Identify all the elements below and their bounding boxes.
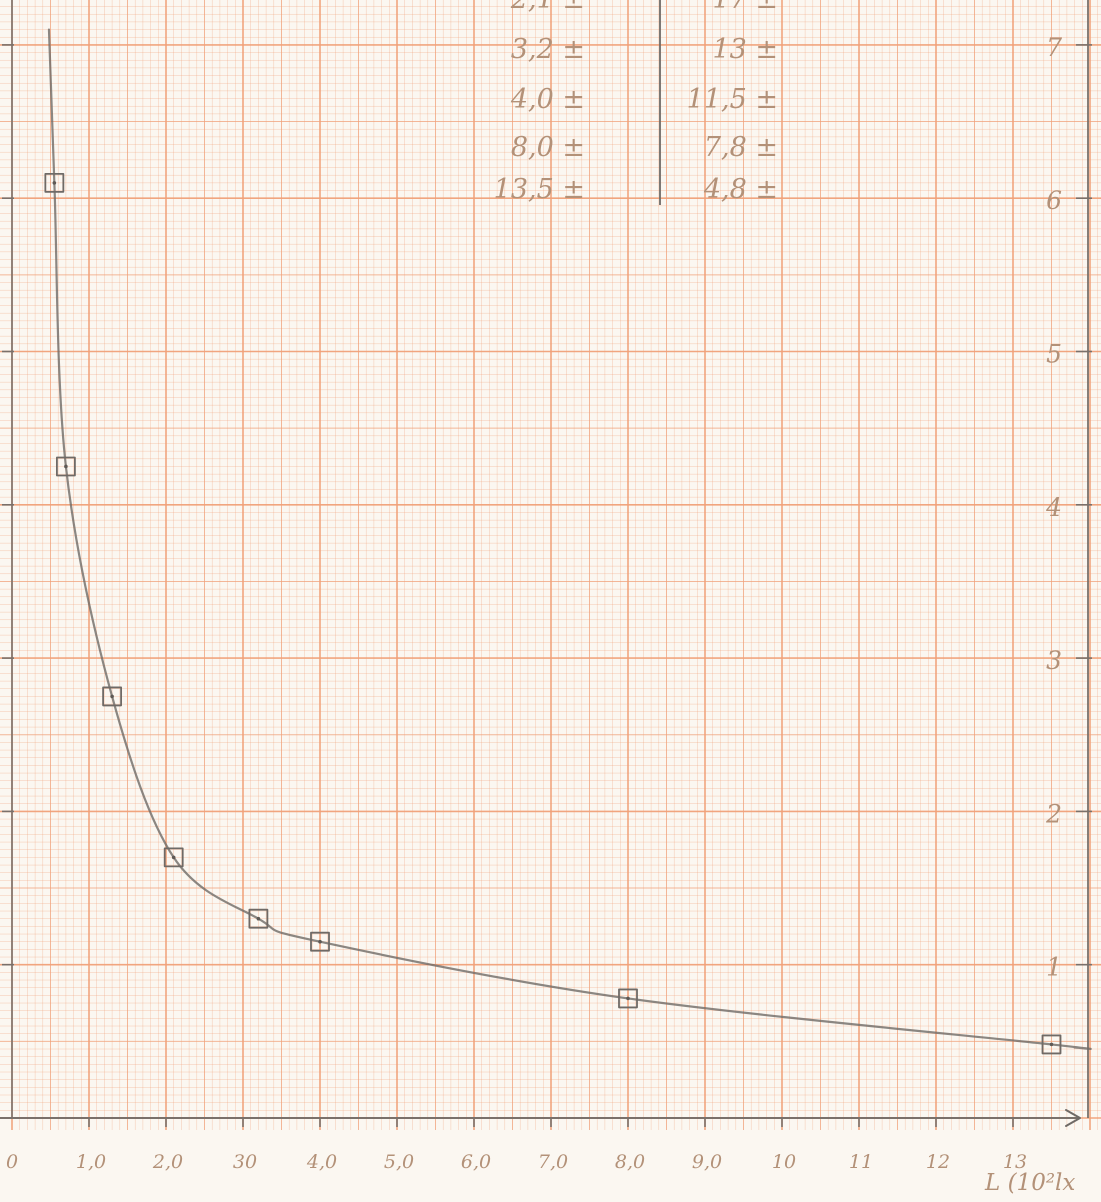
y-tick-labels: 1 2 3 4 5 6 7 (1045, 33, 1062, 982)
data-point-dot (318, 939, 322, 944)
data-point-dot (110, 694, 114, 699)
y-tick-label: 4 (1045, 493, 1062, 522)
fit-curve-line (47, 28, 1092, 1050)
x-tick-label: 6,0 (461, 1151, 491, 1173)
table-cell-left: 2,1 ± (510, 0, 585, 15)
data-point-dot (52, 181, 57, 185)
x-tick-label: 4,0 (306, 1151, 337, 1173)
data-point-marker (310, 931, 330, 952)
table-cell-left: 13,5 ± (494, 174, 585, 205)
data-point-marker (44, 172, 65, 193)
table-cell-right: 7,8 ± (704, 132, 778, 163)
data-point (56, 456, 76, 477)
table-cell-left: 4,0 ± (510, 84, 585, 115)
data-point-dot (171, 855, 176, 860)
data-point-marker (102, 686, 122, 707)
data-point (310, 931, 330, 952)
y-tick-label: 7 (1046, 33, 1062, 62)
data-point-dot (256, 916, 261, 921)
axes (0, 0, 1092, 1127)
table-cell-right: 17 ± (712, 0, 778, 15)
y-tick-label: 5 (1046, 340, 1062, 369)
data-point-marker (163, 847, 184, 868)
data-point-marker (248, 908, 269, 929)
x-tick-labels: 0 1,0 2,0 30 4,0 5,0 6,0 7,0 8,0 9,0 10 11 12 13 (6, 1151, 1027, 1173)
table-cell-right: 11,5 ± (687, 84, 778, 115)
y-tick-label: 6 (1046, 186, 1062, 215)
x-axis-label: L (10²lx (984, 1170, 1075, 1196)
x-tick-label: 2,0 (152, 1151, 183, 1173)
x-tick-label: 7,0 (538, 1151, 568, 1173)
x-tick-label: 8,0 (615, 1151, 645, 1173)
data-point (102, 686, 122, 707)
table-cell-right: 13 ± (712, 34, 778, 65)
x-axis-arrow (1065, 1109, 1081, 1127)
x-tick-label: 5,0 (384, 1151, 414, 1173)
x-tick-label: 10 (772, 1151, 796, 1173)
graph-paper-grid (0, 0, 1101, 1130)
x-tick-label: 9,0 (692, 1151, 722, 1173)
x-tick-label: 13 (1003, 1151, 1027, 1173)
data-point-marker (618, 988, 638, 1009)
x-tick-label: 30 (233, 1151, 257, 1173)
fit-curve (47, 28, 1092, 1050)
table-cell-right: 4,8 ± (703, 174, 778, 205)
data-point (44, 172, 65, 193)
table-cell-left: 8,0 ± (511, 132, 585, 163)
table-cell-left: 3,2 ± (511, 34, 585, 65)
y-tick-label: 2 (1045, 799, 1062, 828)
data-point-marker (1041, 1034, 1062, 1055)
data-point-dot (64, 464, 68, 469)
data-point (618, 988, 638, 1009)
data-point-dot (1049, 1042, 1054, 1047)
x-tick-label: 0 (6, 1151, 18, 1173)
data-point (163, 847, 184, 868)
y-tick-label: 3 (1046, 646, 1062, 675)
data-points (44, 172, 1062, 1055)
x-tick-label: 1,0 (76, 1151, 106, 1173)
data-point (248, 908, 269, 929)
y-tick-label: 1 (1046, 953, 1062, 982)
x-tick-label: 11 (849, 1151, 873, 1173)
data-table: 2,1 ± 17 ± 3,2 ± 13 ± 4,0 ± 11,5 ± 8,0 ± 7,8 ± 1… (494, 0, 778, 205)
data-point-dot (626, 996, 630, 1001)
data-point (1041, 1034, 1062, 1055)
x-tick-label: 12 (926, 1151, 950, 1173)
data-point-marker (56, 456, 76, 477)
